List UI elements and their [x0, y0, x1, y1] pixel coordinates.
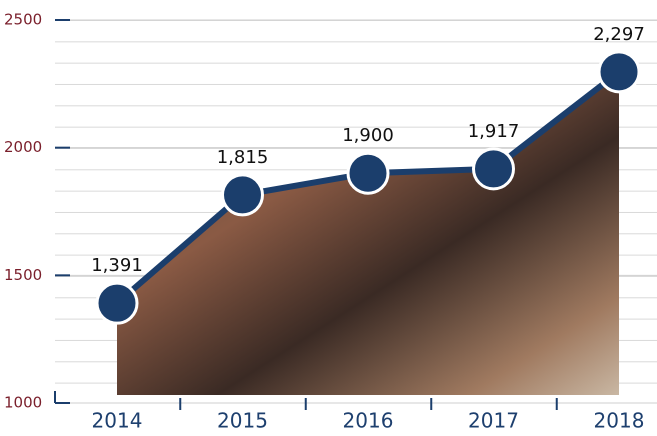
- point: [474, 149, 514, 189]
- x-tick-label: 2015: [217, 409, 268, 433]
- value-label: 1,900: [342, 125, 394, 146]
- page: {"chart_data": {"type": "line", "categor…: [0, 0, 657, 436]
- y-tick-label: 2000: [4, 138, 42, 156]
- point: [223, 175, 263, 215]
- value-label: 1,815: [217, 147, 269, 168]
- value-label: 2,297: [593, 24, 645, 45]
- point: [599, 52, 639, 92]
- x-tick-label: 2016: [343, 409, 394, 433]
- point: [348, 153, 388, 193]
- point: [97, 283, 137, 323]
- y-tick-label: 2500: [4, 11, 42, 29]
- x-tick-label: 2017: [468, 409, 519, 433]
- value-label: 1,917: [468, 121, 520, 142]
- chart: 1000 1500 2000 2500 2014 2015 2016 2017 2018 1,39…: [0, 0, 657, 436]
- y-tick-label: 1500: [4, 266, 42, 284]
- x-tick-label: 2014: [92, 409, 143, 433]
- y-tick-label: 1000: [4, 394, 42, 412]
- value-label: 1,391: [91, 255, 143, 276]
- x-tick-label: 2018: [594, 409, 645, 433]
